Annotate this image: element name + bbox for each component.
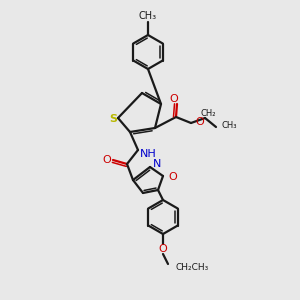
- Text: O: O: [195, 117, 204, 127]
- Text: O: O: [168, 172, 177, 182]
- Text: CH₃: CH₃: [139, 11, 157, 21]
- Text: O: O: [103, 155, 111, 165]
- Text: NH: NH: [140, 149, 157, 159]
- Text: O: O: [159, 244, 167, 254]
- Text: N: N: [153, 159, 161, 169]
- Text: CH₃: CH₃: [221, 122, 236, 130]
- Text: O: O: [169, 94, 178, 104]
- Text: CH₂CH₃: CH₂CH₃: [175, 263, 208, 272]
- Text: S: S: [109, 114, 117, 124]
- Text: CH₂: CH₂: [200, 109, 216, 118]
